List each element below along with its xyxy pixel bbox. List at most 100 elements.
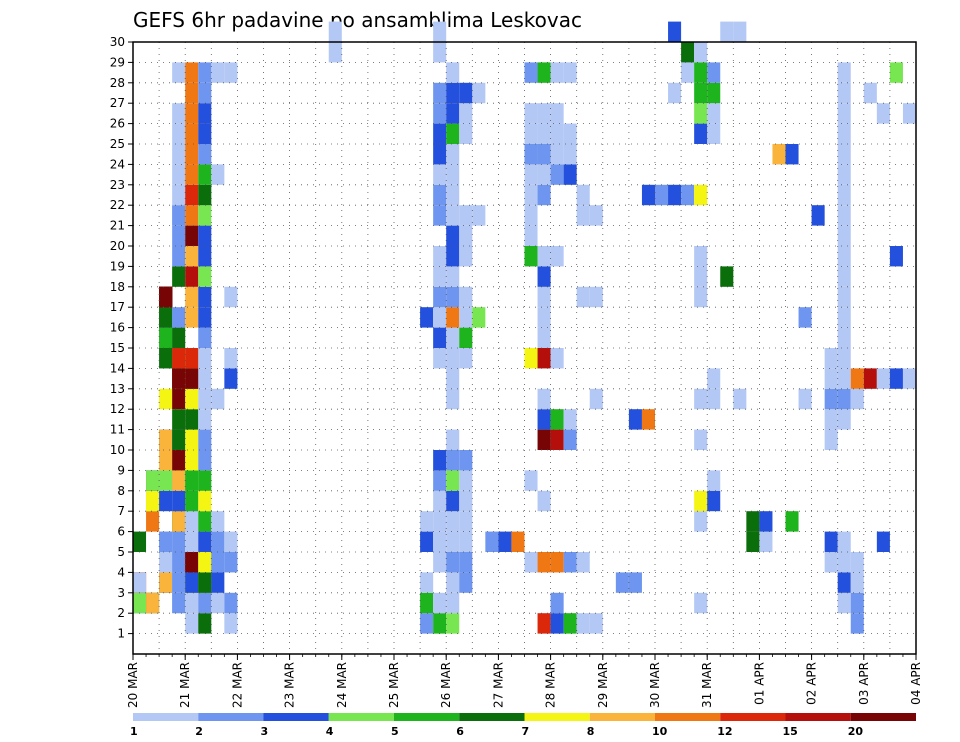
heatmap-cell <box>746 511 760 532</box>
heatmap-cell <box>224 62 238 83</box>
x-tick-label: 02 APR <box>805 662 819 705</box>
heatmap-cell <box>655 184 669 206</box>
heatmap-cell <box>746 531 760 552</box>
heatmap-cell <box>185 348 199 369</box>
heatmap-cell <box>185 164 199 185</box>
heatmap-cell <box>694 82 708 104</box>
heatmap-cell <box>198 123 212 144</box>
heatmap-cell <box>589 205 603 226</box>
heatmap-cell <box>668 21 682 42</box>
heatmap-cell <box>446 490 460 512</box>
heatmap-cell <box>485 531 499 552</box>
heatmap-cell <box>198 470 212 491</box>
heatmap-cell <box>785 144 799 165</box>
heatmap-cell <box>889 246 903 267</box>
heatmap-cell <box>185 368 199 389</box>
heatmap-cell <box>707 388 721 410</box>
heatmap-cell <box>824 409 838 430</box>
heatmap-cell <box>707 470 721 491</box>
heatmap-cell <box>459 552 473 573</box>
colorbar-label: 6 <box>456 725 464 738</box>
heatmap-cell <box>550 164 564 185</box>
heatmap-cell <box>850 592 864 614</box>
heatmap-cell <box>159 348 173 369</box>
heatmap-cell <box>172 531 186 552</box>
heatmap-cell <box>172 490 186 512</box>
heatmap-cell <box>563 164 577 185</box>
heatmap-cell <box>694 286 708 308</box>
heatmap-cell <box>576 552 590 573</box>
heatmap-cell <box>328 42 342 63</box>
heatmap-cell <box>198 429 212 450</box>
heatmap-cell <box>185 490 199 512</box>
y-tick-label: 16 <box>110 321 125 335</box>
heatmap-cell <box>837 103 851 124</box>
heatmap-cell <box>550 348 564 369</box>
heatmap-cell <box>459 450 473 471</box>
heatmap-cell <box>837 348 851 369</box>
heatmap-cell <box>837 205 851 226</box>
heatmap-cell <box>185 613 199 634</box>
y-tick-label: 26 <box>110 117 125 131</box>
heatmap-cell <box>537 490 551 512</box>
heatmap-cell <box>211 62 225 83</box>
colorbar-label: 12 <box>717 725 732 738</box>
heatmap-cell <box>837 184 851 206</box>
heatmap-cell <box>850 552 864 573</box>
heatmap-cell <box>459 103 473 124</box>
heatmap-cell <box>798 388 812 410</box>
heatmap-cells <box>133 21 916 634</box>
heatmap-cell <box>185 450 199 471</box>
colorbar-label: 7 <box>522 725 530 738</box>
heatmap-cell <box>576 205 590 226</box>
y-tick-label: 4 <box>117 565 125 579</box>
x-tick-label: 31 MAR <box>700 662 714 708</box>
heatmap-cell <box>537 552 551 573</box>
y-tick-label: 2 <box>117 606 125 620</box>
heatmap-cell <box>433 531 447 552</box>
heatmap-cell <box>694 42 708 63</box>
y-tick-label: 20 <box>110 239 125 253</box>
heatmap-cell <box>446 225 460 246</box>
heatmap-cell <box>524 184 538 206</box>
y-tick-label: 10 <box>110 443 125 457</box>
y-tick-label: 28 <box>110 76 125 90</box>
heatmap-cell <box>694 246 708 267</box>
heatmap-cell <box>694 429 708 450</box>
heatmap-cell <box>433 327 447 348</box>
y-tick-label: 9 <box>117 463 125 477</box>
heatmap-cell <box>446 246 460 267</box>
heatmap-cell <box>198 450 212 471</box>
heatmap-cell <box>524 225 538 246</box>
heatmap-cell <box>589 613 603 634</box>
heatmap-cell <box>172 144 186 165</box>
heatmap-cell <box>524 348 538 369</box>
heatmap-cell <box>589 388 603 410</box>
heatmap-cell <box>446 613 460 634</box>
heatmap-cell <box>550 409 564 430</box>
heatmap-cell <box>446 572 460 593</box>
heatmap-cell <box>211 531 225 552</box>
heatmap-cell <box>446 429 460 450</box>
heatmap-cell <box>446 82 460 104</box>
y-tick-label: 17 <box>110 300 125 314</box>
heatmap-cell <box>433 21 447 42</box>
heatmap-cell <box>628 409 642 430</box>
x-axis-ticks: 20 MAR 21 MAR 22 MAR 23 MAR 24 MAR 25 MAR 26 M… <box>126 654 923 708</box>
colorbar-segment <box>785 713 851 721</box>
y-tick-label: 29 <box>110 55 125 69</box>
heatmap-cell <box>198 225 212 246</box>
heatmap-cell <box>850 613 864 634</box>
colorbar-segment <box>328 713 394 721</box>
heatmap-cell <box>850 572 864 593</box>
heatmap-cell <box>198 572 212 593</box>
heatmap-cell <box>185 511 199 532</box>
y-tick-label: 22 <box>110 198 125 212</box>
colorbar-segment <box>198 713 264 721</box>
heatmap-cell <box>524 246 538 267</box>
colorbar-segment <box>459 713 525 721</box>
heatmap-cell <box>837 388 851 410</box>
heatmap-cell <box>524 205 538 226</box>
heatmap-cell <box>772 144 786 165</box>
heatmap-cell <box>524 164 538 185</box>
